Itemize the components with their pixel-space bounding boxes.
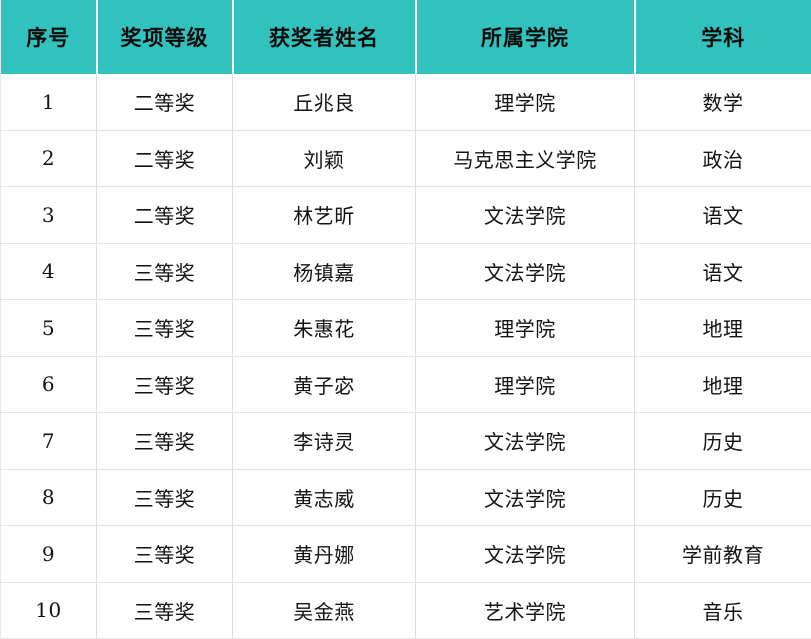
cell-school: 马克思主义学院: [416, 130, 635, 187]
cell-school: 文法学院: [416, 243, 635, 300]
cell-level: 三等奖: [97, 356, 233, 413]
cell-level: 三等奖: [97, 413, 233, 470]
cell-index: 9: [1, 526, 97, 583]
cell-subject: 语文: [635, 187, 811, 244]
cell-school: 文法学院: [416, 469, 635, 526]
column-header-index: 序号: [1, 0, 97, 74]
cell-school: 艺术学院: [416, 582, 635, 639]
cell-school: 文法学院: [416, 526, 635, 583]
cell-index: 1: [1, 74, 97, 130]
cell-school: 理学院: [416, 74, 635, 130]
column-header-school: 所属学院: [416, 0, 635, 74]
cell-school: 理学院: [416, 300, 635, 357]
cell-index: 8: [1, 469, 97, 526]
cell-subject: 音乐: [635, 582, 811, 639]
cell-index: 6: [1, 356, 97, 413]
cell-name: 吴金燕: [233, 582, 416, 639]
cell-name: 黄志威: [233, 469, 416, 526]
cell-subject: 语文: [635, 243, 811, 300]
cell-level: 三等奖: [97, 526, 233, 583]
cell-subject: 地理: [635, 300, 811, 357]
cell-index: 5: [1, 300, 97, 357]
cell-subject: 历史: [635, 413, 811, 470]
cell-school: 理学院: [416, 356, 635, 413]
cell-level: 二等奖: [97, 130, 233, 187]
cell-name: 林艺昕: [233, 187, 416, 244]
cell-level: 三等奖: [97, 243, 233, 300]
cell-name: 朱惠花: [233, 300, 416, 357]
cell-level: 三等奖: [97, 582, 233, 639]
cell-level: 二等奖: [97, 187, 233, 244]
cell-index: 7: [1, 413, 97, 470]
cell-level: 二等奖: [97, 74, 233, 130]
cell-name: 李诗灵: [233, 413, 416, 470]
cell-school: 文法学院: [416, 413, 635, 470]
cell-name: 刘颖: [233, 130, 416, 187]
column-header-subject: 学科: [635, 0, 811, 74]
cell-subject: 历史: [635, 469, 811, 526]
cell-name: 黄子宓: [233, 356, 416, 413]
cell-subject: 数学: [635, 74, 811, 130]
column-header-level: 奖项等级: [97, 0, 233, 74]
cell-subject: 政治: [635, 130, 811, 187]
cell-name: 丘兆良: [233, 74, 416, 130]
cell-index: 4: [1, 243, 97, 300]
table-header: 序号 奖项等级 获奖者姓名 所属学院 学科: [1, 0, 811, 74]
cell-level: 三等奖: [97, 469, 233, 526]
cell-subject: 地理: [635, 356, 811, 413]
cell-name: 黄丹娜: [233, 526, 416, 583]
cell-index: 10: [1, 582, 97, 639]
cell-school: 文法学院: [416, 187, 635, 244]
table-header-row: 序号 奖项等级 获奖者姓名 所属学院 学科: [1, 0, 811, 74]
column-header-name: 获奖者姓名: [233, 0, 416, 74]
cell-subject: 学前教育: [635, 526, 811, 583]
cell-index: 3: [1, 187, 97, 244]
cell-index: 2: [1, 130, 97, 187]
cell-name: 杨镇嘉: [233, 243, 416, 300]
cell-level: 三等奖: [97, 300, 233, 357]
